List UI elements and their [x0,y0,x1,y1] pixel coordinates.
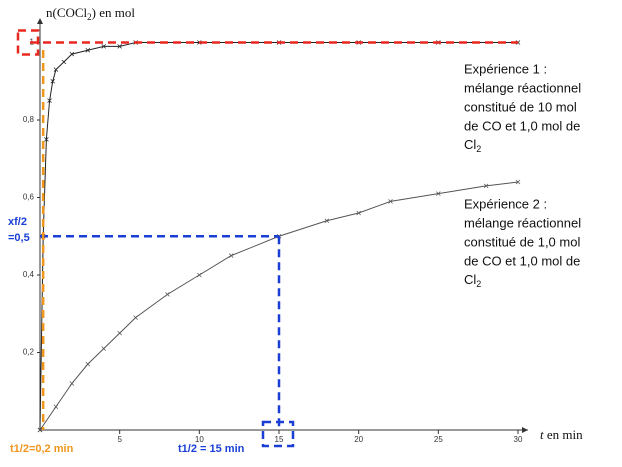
point-marker [101,44,107,49]
point-marker [85,361,91,367]
guide-box [16,29,40,56]
point-marker [50,78,56,84]
x-tick-label: 15 [275,435,284,444]
point-marker [61,59,67,65]
note-line: constitué de 10 mol [464,99,577,114]
x-tick-label: 25 [434,435,443,444]
y-arrow [37,18,43,24]
y-tick-label: 0,4 [23,270,35,279]
x-axis-label: t en min [540,427,583,442]
point-marker [117,330,122,336]
note-part: Cl [464,272,476,287]
x-label-part: en min [544,427,583,442]
point-marker [483,183,489,189]
point-marker [85,47,91,53]
point-marker [44,137,49,142]
point-marker [197,272,202,278]
y-label-part: ) en mol [92,5,136,20]
point-marker [356,210,361,216]
point-marker [133,315,138,320]
point-marker [101,346,107,351]
note-part: Cl [464,137,476,152]
note-line: Expérience 2 : [464,196,547,211]
point-marker [324,218,330,224]
point-marker [69,381,75,386]
guide-x-label: t1/2=0,2 min [10,443,74,455]
y-axis-label: n(COCl2) en mol [46,5,135,22]
point-marker [47,98,52,103]
y-tick-label: 0,2 [23,348,35,357]
x-arrow [522,427,528,433]
point-marker [53,67,59,72]
guide-y-label: =0,5 [8,232,30,244]
note-line: constitué de 1,0 mol [464,234,580,249]
point-marker [53,404,59,410]
note-sub: 2 [476,144,481,154]
note-line: de CO et 1,0 mol de [464,118,580,133]
point-marker [69,51,75,57]
point-marker [165,292,170,297]
point-marker [37,427,43,433]
note-line: Expérience 1 : [464,61,547,76]
y-label-sub: 2 [87,12,92,22]
point-marker [388,199,393,204]
note-line: mélange réactionnel [464,80,581,95]
note-line: mélange réactionnel [464,215,581,230]
point-marker [515,179,521,185]
guide-box [261,420,295,448]
x-tick-label: 30 [514,435,523,444]
note-line: Cl2 [464,137,481,154]
x-label-var: t [540,427,544,442]
note-line: de CO et 1,0 mol de [464,253,580,268]
guide-x-label: t1/2 = 15 min [178,443,245,455]
guide-y-label: xf/2 [8,216,27,228]
x-tick-label: 20 [354,435,363,444]
note-sub: 2 [476,279,481,289]
x-tick-label: 5 [117,435,122,444]
point-marker [228,253,234,258]
y-tick-label: 0,6 [23,193,35,202]
point-marker [436,191,441,196]
y-tick-label: 0,8 [23,115,35,124]
point-marker [117,44,122,49]
note-line: Cl2 [464,272,481,289]
x-tick-label: 10 [195,435,204,444]
y-label-part: n(COCl [46,5,88,20]
